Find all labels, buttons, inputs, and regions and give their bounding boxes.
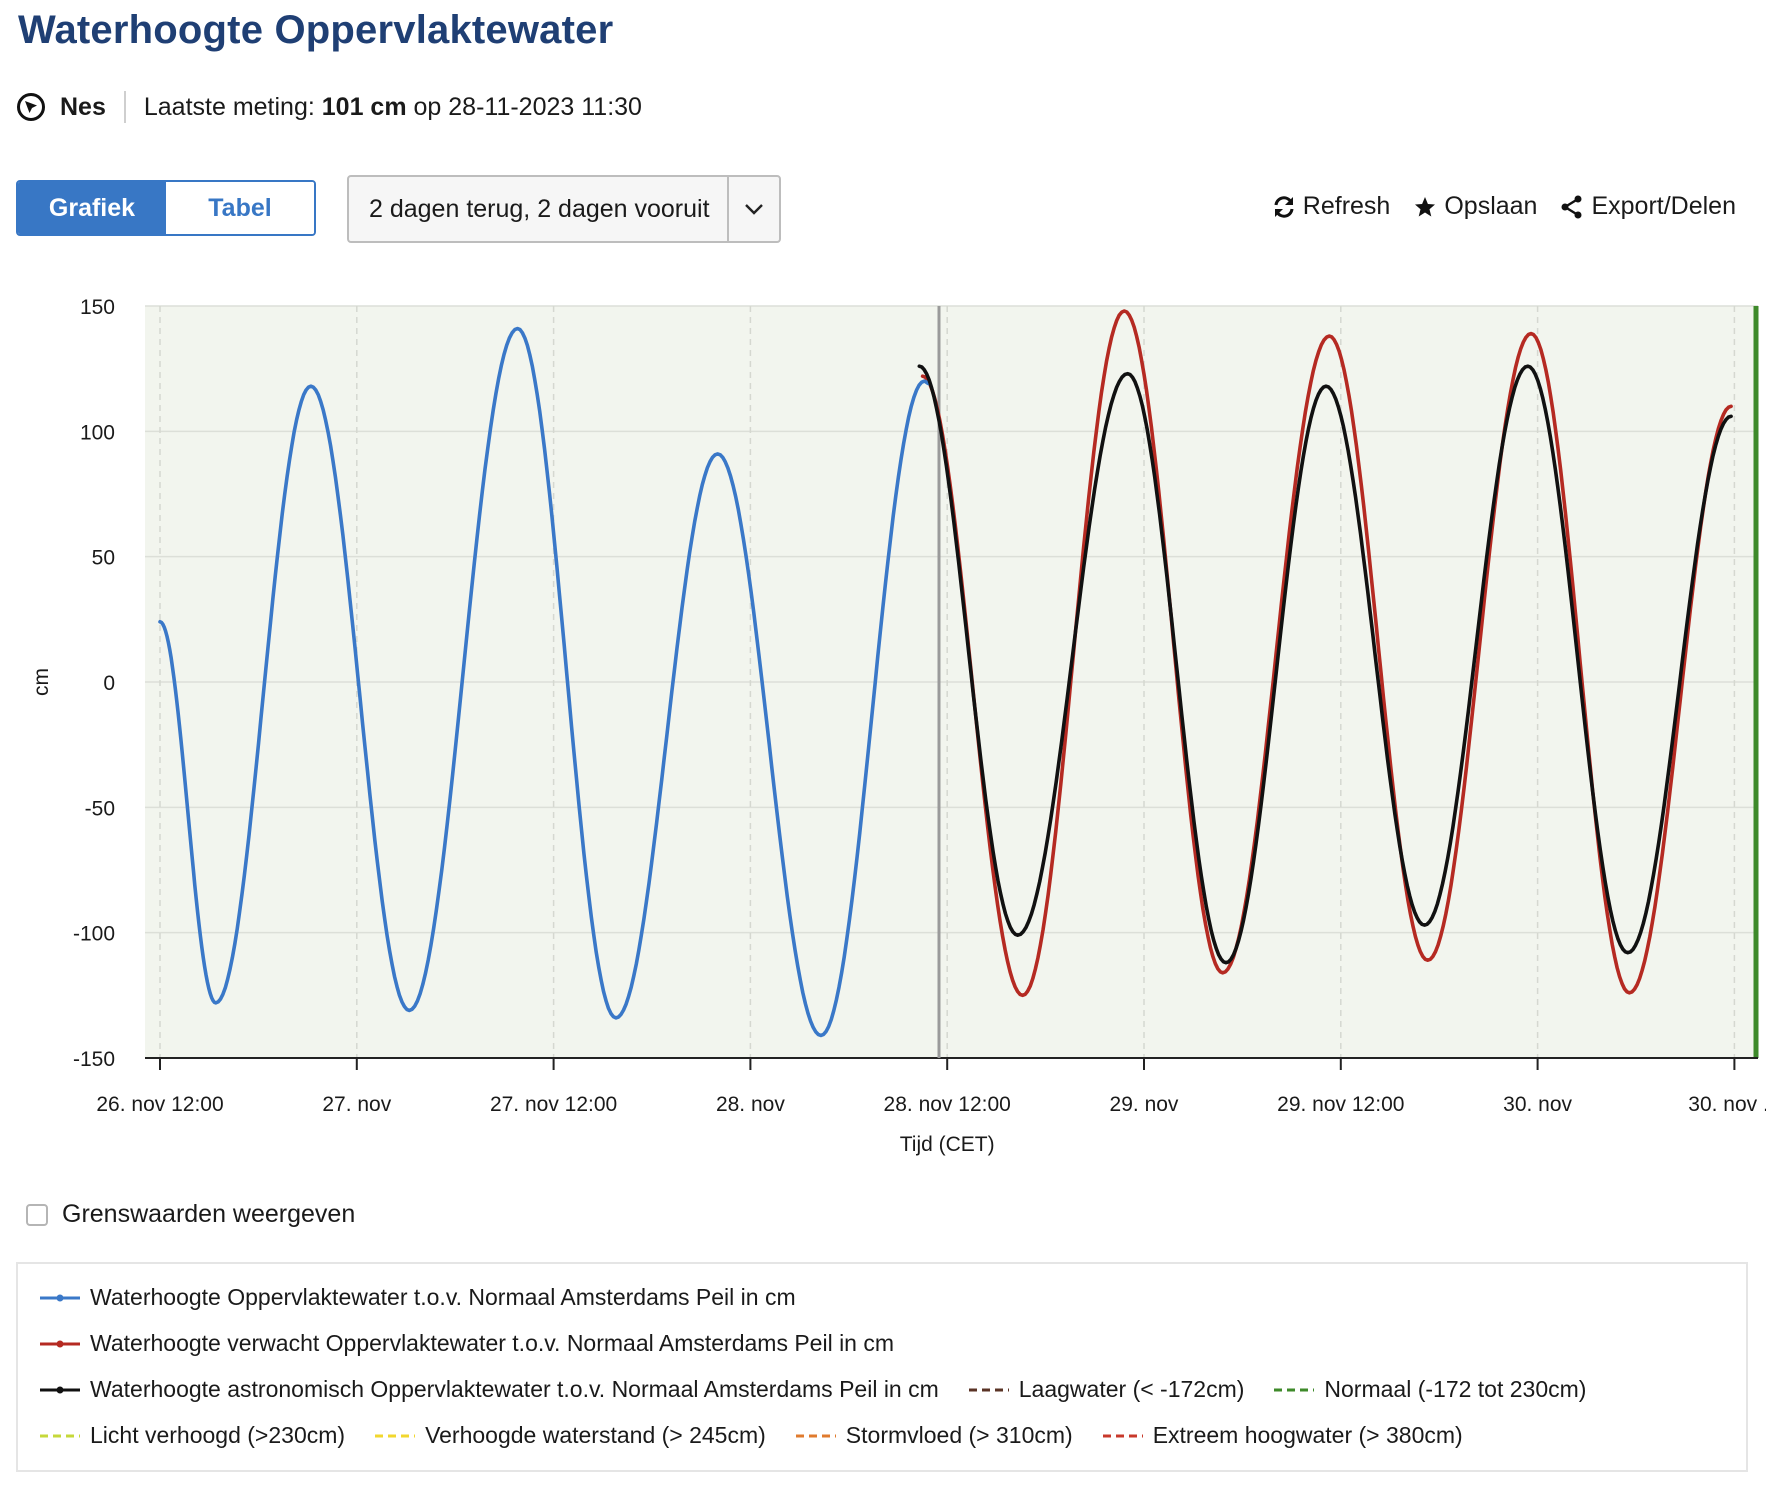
legend-dash-icon <box>968 1388 1009 1391</box>
x-tick-label: 30. nov ... <box>1688 1093 1766 1116</box>
y-tick-label: -150 <box>73 1048 115 1071</box>
legend-label: Verhoogde waterstand (> 245cm) <box>425 1422 766 1448</box>
legend-item-licht-verhoogd[interactable]: Licht verhoogd (>230cm) <box>40 1422 345 1449</box>
x-axis-label: Tijd (CET) <box>900 1133 995 1156</box>
threshold-toggle[interactable]: Grenswaarden weergeven <box>26 1200 355 1229</box>
legend-label: Waterhoogte verwacht Oppervlaktewater t.… <box>90 1330 895 1356</box>
x-tick-label: 29. nov <box>1110 1093 1179 1116</box>
location-name: Nes <box>60 92 106 121</box>
legend-label: Normaal (-172 tot 230cm) <box>1324 1376 1587 1402</box>
measurement-info: Nes Laatste meting: 101 cm op 28-11-2023… <box>16 90 642 124</box>
legend-line-icon <box>40 1386 80 1393</box>
x-tick-label: 26. nov 12:00 <box>96 1093 223 1116</box>
water-level-chart: 150 100 50 0 -50 -100 -150 26. nov 12:00 27. nov… <box>30 296 1766 1156</box>
tab-grafiek[interactable]: Grafiek <box>18 182 166 234</box>
y-tick-label: 100 <box>80 421 115 444</box>
legend-line-icon <box>40 1340 80 1347</box>
legend-line-icon <box>40 1294 80 1301</box>
last-measurement-value: 101 cm <box>321 92 407 121</box>
legend-dash-icon <box>40 1434 80 1437</box>
refresh-button[interactable]: Refresh <box>1271 192 1391 221</box>
chart-actions: Refresh Opslaan Export/Delen <box>1249 192 1736 221</box>
refresh-label: Refresh <box>1302 192 1391 220</box>
legend-item-expected[interactable]: Waterhoogte verwacht Oppervlaktewater t.… <box>40 1330 894 1357</box>
save-button[interactable]: Opslaan <box>1412 192 1537 221</box>
legend-item-extreem[interactable]: Extreem hoogwater (> 380cm) <box>1102 1422 1463 1449</box>
legend-dash-icon <box>795 1434 836 1437</box>
last-measurement-time: op 28-11-2023 11:30 <box>413 92 642 121</box>
last-measurement-label: Laatste meting: <box>143 92 315 121</box>
y-tick-label: -50 <box>85 797 115 820</box>
location-icon <box>16 92 46 122</box>
save-label: Opslaan <box>1444 192 1538 220</box>
legend-label: Waterhoogte Oppervlaktewater t.o.v. Norm… <box>90 1284 796 1310</box>
share-icon <box>1561 195 1582 218</box>
legend-label: Licht verhoogd (>230cm) <box>90 1422 346 1448</box>
tab-tabel[interactable]: Tabel <box>166 182 314 234</box>
legend-label: Laagwater (< -172cm) <box>1018 1376 1245 1402</box>
legend-item-astronomical[interactable]: Waterhoogte astronomisch Oppervlaktewate… <box>40 1376 939 1403</box>
series-line-measured <box>158 326 931 1038</box>
y-tick-label: -100 <box>73 923 115 946</box>
legend-item-laagwater[interactable]: Laagwater (< -172cm) <box>968 1376 1245 1403</box>
period-select[interactable]: 2 dagen terug, 2 dagen vooruit <box>347 175 781 243</box>
star-icon <box>1415 196 1436 216</box>
y-tick-label: 50 <box>92 547 115 570</box>
legend-label: Extreem hoogwater (> 380cm) <box>1152 1422 1463 1448</box>
x-tick-label: 28. nov 12:00 <box>884 1093 1011 1116</box>
legend-item-measured[interactable]: Waterhoogte Oppervlaktewater t.o.v. Norm… <box>40 1284 796 1311</box>
threshold-checkbox[interactable] <box>26 1203 48 1226</box>
series-line-astronomical <box>917 364 1733 965</box>
divider <box>123 91 126 123</box>
view-toggle: Grafiek Tabel <box>16 180 316 236</box>
y-tick-label: 0 <box>103 672 115 695</box>
chevron-down-icon[interactable] <box>727 177 779 241</box>
y-axis-label: cm <box>30 668 53 696</box>
legend-dash-icon <box>375 1434 416 1437</box>
legend-item-verhoogd[interactable]: Verhoogde waterstand (> 245cm) <box>375 1422 766 1449</box>
legend-label: Waterhoogte astronomisch Oppervlaktewate… <box>90 1376 939 1402</box>
period-select-value: 2 dagen terug, 2 dagen vooruit <box>369 194 710 223</box>
chart-legend: Waterhoogte Oppervlaktewater t.o.v. Norm… <box>16 1262 1748 1472</box>
page-title: Waterhoogte Oppervlaktewater <box>18 8 614 52</box>
x-tick-label: 27. nov <box>322 1093 391 1116</box>
legend-label: Stormvloed (> 310cm) <box>845 1422 1073 1448</box>
threshold-label: Grenswaarden weergeven <box>62 1200 356 1228</box>
x-tick-label: 27. nov 12:00 <box>490 1093 617 1116</box>
export-button[interactable]: Export/Delen <box>1559 192 1736 221</box>
x-tick-label: 30. nov <box>1503 1093 1572 1116</box>
x-tick-label: 28. nov <box>716 1093 785 1116</box>
legend-dash-icon <box>1102 1434 1143 1437</box>
refresh-icon <box>1274 195 1294 218</box>
legend-dash-icon <box>1274 1388 1315 1391</box>
x-tick-label: 29. nov 12:00 <box>1277 1093 1404 1116</box>
legend-item-normaal[interactable]: Normaal (-172 tot 230cm) <box>1274 1376 1586 1403</box>
y-tick-label: 150 <box>80 296 115 319</box>
export-label: Export/Delen <box>1591 192 1736 220</box>
legend-item-stormvloed[interactable]: Stormvloed (> 310cm) <box>795 1422 1073 1449</box>
